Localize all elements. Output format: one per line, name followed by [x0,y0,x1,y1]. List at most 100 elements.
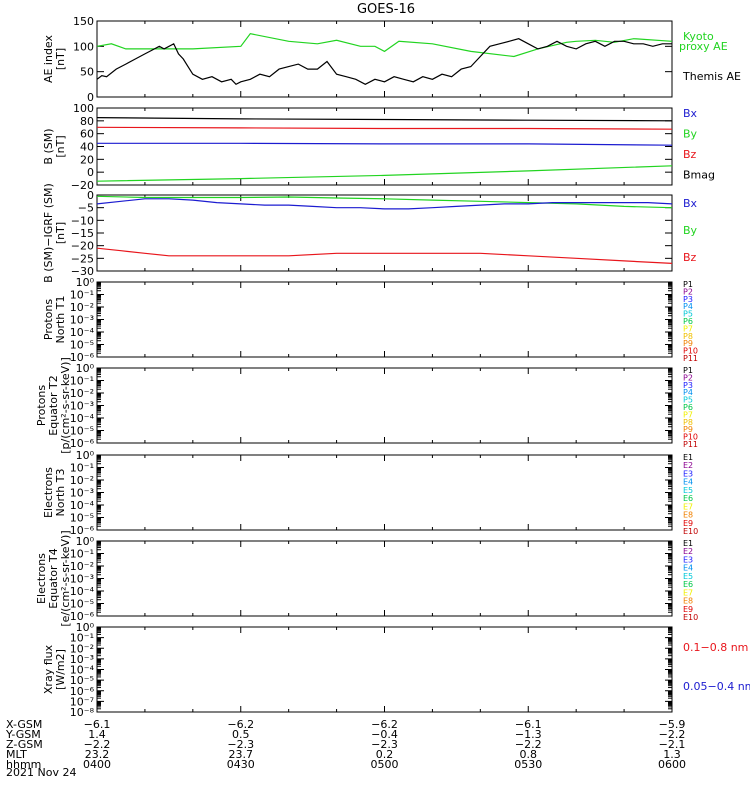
legend-entry: P10 [683,433,698,442]
legend-entry: P2 [683,287,693,296]
panel-frame [96,454,673,531]
y-tick-label: −25 [71,252,94,265]
series-line-by [96,165,673,182]
legend-entry: E1 [683,539,693,548]
y-axis-label: Electrons [42,467,55,518]
x-axis-row-label: X-GSM [6,718,42,731]
y-tick-label: 10⁻³ [70,400,94,413]
legend-entry: 0.1−0.8 nm [683,641,748,654]
y-tick-label: 10⁻⁷ [70,695,94,708]
legend-entry: E7 [683,502,693,511]
x-axis-value: −6.2 [371,718,398,731]
y-tick-label: 10⁰ [76,535,95,548]
series-line-themis-ae [96,38,672,86]
y-tick-label: 10⁻⁵ [70,425,94,438]
y-tick-label: 10⁰ [76,362,95,375]
legend-entry: P1 [683,280,693,289]
x-axis-value: −6.1 [515,718,542,731]
y-tick-label: 10⁻¹ [70,632,94,645]
legend-entry: E5 [683,572,693,581]
legend-entry: By [683,128,698,141]
legend-entry: P6 [683,403,693,412]
y-tick-label: 50 [80,66,94,79]
x-axis-value: 0.5 [232,728,250,741]
x-axis-table: X-GSM −6.1 −6.2 −6.2 −6.1 −5.9 Y-GSM 1.4 0.5 −0.4… [5,718,686,771]
y-tick-label: −30 [71,265,94,278]
x-axis-value: −1.3 [515,728,542,741]
legend-entry: Bz [683,148,697,161]
legend-entry: P9 [683,425,693,434]
y-axis-label: North T3 [54,469,67,517]
y-tick-label: 100 [73,102,94,115]
x-axis-value: −0.4 [371,728,398,741]
series-line-kyoto-proxy-ae [96,33,673,58]
y-tick-label: 10⁻⁴ [70,499,95,512]
y-tick-label: 10⁻¹ [70,462,94,475]
legend-entry: Bmag [683,169,715,182]
y-tick-label: 10⁻³ [70,487,94,500]
y-tick-label: 100 [73,40,94,53]
y-tick-label: 10⁰ [76,621,95,634]
series-line-bmag [96,117,673,122]
x-axis-value: 0.8 [520,748,538,761]
legend-entry: E2 [683,547,693,556]
x-axis-value: 23.2 [85,748,110,761]
y-axis-label: [W/m2] [54,649,67,690]
legend-entry: E6 [683,494,693,503]
y-tick-label: 10⁻² [70,387,94,400]
y-axis-label: [nT] [54,222,67,244]
y-tick-label: 10⁻⁶ [70,437,95,450]
legend-entry: Kyoto [683,30,714,43]
series-line-by [96,195,673,209]
y-tick-label: 10⁻⁵ [70,339,94,352]
legend-entry: E8 [683,597,693,606]
y-tick-label: −20 [71,240,94,253]
y-tick-label: 10⁻¹ [70,289,94,302]
y-axis-label: Protons [35,385,48,426]
x-axis-value: 0430 [227,758,255,771]
panel-frame [96,367,673,444]
legend-entry: Bx [683,107,698,120]
y-tick-label: 10⁻² [70,474,94,487]
y-axis-label: [p/(cm²-s-sr-keV)] [59,357,72,454]
x-axis-value: 0500 [371,758,399,771]
legend-entry: E10 [683,527,698,536]
y-axis-label: [e/(cm²-s-sr-keV)] [59,530,72,626]
y-tick-label: 10⁰ [76,276,95,289]
y-tick-label: −15 [71,227,94,240]
y-tick-label: 10⁻⁶ [70,351,95,364]
legend-entry: Bz [683,251,697,264]
x-axis-value: 1.3 [663,748,681,761]
legend-entry: P4 [683,388,693,397]
series-line-bx [96,198,673,210]
y-tick-label: 10⁻⁴ [70,585,95,598]
y-axis-label: Protons [42,299,55,340]
legend-entry: E7 [683,588,693,597]
y-axis-label: Electrons [35,553,48,604]
y-tick-label: −10 [71,214,94,227]
y-axis-label: B (SM) [42,128,55,164]
x-axis-value: 0600 [658,758,686,771]
legend-entry: P1 [683,366,693,375]
legend-entry: E3 [683,555,693,564]
legend-entry: P9 [683,339,693,348]
x-axis-value: 0.2 [376,748,394,761]
y-tick-label: 10⁻⁸ [70,706,95,719]
y-tick-label: 40 [80,141,94,154]
x-axis-value: −2.1 [659,738,686,751]
y-axis-label: [nT] [54,135,67,157]
y-tick-label: 10⁻³ [70,653,94,666]
legend-entry: P6 [683,317,693,326]
y-tick-label: 10⁻⁶ [70,610,95,623]
legend-entry: P3 [683,295,693,304]
panel-frame [96,281,673,358]
x-axis-row-label: Y-GSM [5,728,41,741]
y-axis-label: [nT] [54,48,67,70]
x-axis-row-label: Z-GSM [6,738,43,751]
